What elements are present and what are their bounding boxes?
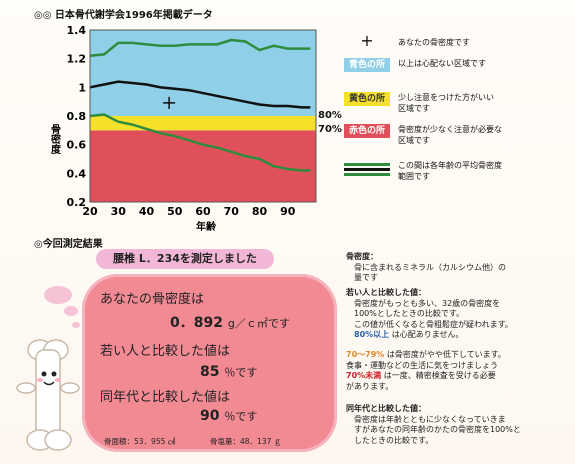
legend-range-lines: この間は各年齢の平均骨密度 範囲です xyxy=(344,160,502,182)
bone-mineral-content: 骨塩量：48．137 ｇ xyxy=(210,437,282,446)
peer-value: 90 ％です xyxy=(200,408,258,424)
y-tick-label: 0.8 xyxy=(67,110,87,123)
legend-red: 赤色の所 骨密度が少なく注意が必要な 区域です xyxy=(344,124,502,146)
thought-bubble xyxy=(64,306,78,316)
x-tick-label: 60 xyxy=(195,205,211,218)
young-label: 若い人と比較した値は xyxy=(100,344,231,359)
plus-icon: + xyxy=(360,31,374,50)
note-young: 若い人と比較した値： 骨密度がもっとも多い、32歳の骨密度を 100%としたとき… xyxy=(346,288,513,339)
x-axis-label: 年齢 xyxy=(196,220,217,232)
legend-yellow: 黄色の所 少し注意をつけた方がいい 区域です xyxy=(344,92,494,114)
note-peer: 同年代と比較した値： 骨密度は年齢とともに少なくなっていきま すがあなたの同年齢… xyxy=(346,404,521,445)
source-title: ◎◎ 日本骨代謝学会1996年掲載データ xyxy=(34,10,213,21)
y-tick-label: 1 xyxy=(78,81,86,94)
young-value: 85 ％です xyxy=(200,364,258,380)
yellow-swatch: 黄色の所 xyxy=(344,92,390,106)
y-axis-label: 骨密度 xyxy=(49,124,61,155)
y-tick-label: 1.4 xyxy=(67,24,87,37)
band-1 xyxy=(90,116,316,131)
y-tick-label: 1.2 xyxy=(67,53,87,66)
peer-label: 同年代と比較した値は xyxy=(100,390,231,405)
red-swatch: 赤色の所 xyxy=(344,124,390,138)
y-tick-label: 0.2 xyxy=(67,196,87,209)
blue-swatch: 青色の所 xyxy=(344,58,390,72)
series-line-0 xyxy=(89,38,311,58)
your-bmd-marker xyxy=(163,96,176,109)
range-lines-swatch xyxy=(344,160,390,180)
band-label-70: 70% xyxy=(318,124,342,135)
x-tick-label: 50 xyxy=(167,205,183,218)
legend-blue: 青色の所 以上は心配ない区域です xyxy=(344,58,486,72)
thought-bubble xyxy=(44,286,72,304)
band-label-80: 80% xyxy=(318,110,342,121)
x-tick-label: 80 xyxy=(252,205,268,218)
legend-marker: + あなたの骨密度です xyxy=(344,31,470,50)
result-card: あなたの骨密度は 0．892 g／ｃ㎡です 若い人と比較した値は 85 ％です … xyxy=(82,274,337,452)
result-section-title: ◎今回測定結果 xyxy=(34,239,103,250)
x-tick-label: 20 xyxy=(82,205,98,218)
bone-area: 骨面積：53．955 ㎠ xyxy=(104,437,176,446)
y-tick-label: 0.6 xyxy=(67,139,87,152)
plot-frame xyxy=(89,29,317,203)
thought-bubble xyxy=(72,322,80,328)
series-line-1 xyxy=(89,80,311,109)
bmd-label: あなたの骨密度は xyxy=(100,292,205,307)
y-tick-label: 0.4 xyxy=(67,167,87,180)
x-tick-label: 30 xyxy=(111,205,127,218)
bmd-value: 0．892 g／ｃ㎡です xyxy=(170,315,290,331)
note-range: 70～79% は骨密度がやや低下しています。 食事・運動などの生活に気をつけまし… xyxy=(346,350,506,391)
x-tick-label: 40 xyxy=(139,205,155,218)
x-tick-label: 90 xyxy=(280,205,296,218)
bone-mascot-icon xyxy=(16,339,80,451)
measured-site: 腰椎 L．234を測定しました xyxy=(96,249,274,269)
series-line-2 xyxy=(89,113,311,172)
bone-density-chart: 1.41.210.80.60.40.220 30 40 50 60 70 80 90 骨密度 … xyxy=(49,24,317,232)
x-tick-label: 70 xyxy=(224,205,240,218)
note-bmd: 骨密度： 骨に含まれるミネラル（カルシウム他）の 量です xyxy=(346,252,506,282)
band-0 xyxy=(90,130,316,202)
